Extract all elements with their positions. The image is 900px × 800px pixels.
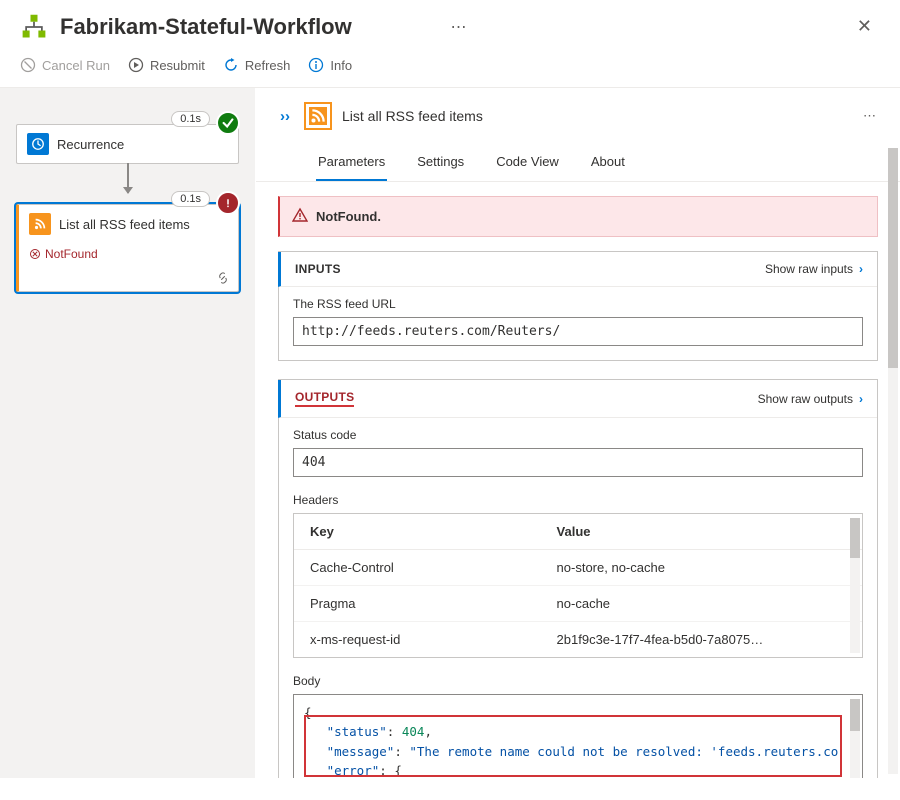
info-icon — [308, 57, 324, 73]
rss-url-label: The RSS feed URL — [293, 297, 863, 311]
duration-badge: 0.1s — [171, 111, 210, 127]
node-error-text: NotFound — [19, 243, 238, 269]
link-icon[interactable] — [216, 271, 230, 285]
col-key: Key — [310, 524, 557, 539]
node-label: List all RSS feed items — [59, 217, 190, 232]
page-header: Fabrikam-Stateful-Workflow ⋯ ✕ — [0, 0, 900, 49]
collapse-icon[interactable]: ›› — [280, 108, 290, 125]
outputs-section: OUTPUTS Show raw outputs › Status code 4… — [278, 379, 878, 778]
duration-badge: 0.1s — [171, 191, 210, 207]
headers-label: Headers — [293, 493, 863, 507]
inputs-section: INPUTS Show raw inputs › The RSS feed UR… — [278, 251, 878, 361]
status-error-icon — [216, 191, 240, 215]
outputs-heading: OUTPUTS — [295, 390, 354, 407]
refresh-button[interactable]: Refresh — [223, 57, 291, 73]
close-button[interactable]: ✕ — [849, 12, 880, 41]
status-success-icon — [216, 111, 240, 135]
headers-table: Key Value Cache-Control no-store, no-cac… — [293, 513, 863, 658]
resubmit-button[interactable]: Resubmit — [128, 57, 205, 73]
header-more-icon[interactable]: ⋯ — [450, 17, 466, 37]
rss-icon — [304, 102, 332, 130]
toolbar: Cancel Run Resubmit Refresh Info — [0, 49, 900, 88]
show-raw-inputs-button[interactable]: Show raw inputs › — [765, 262, 863, 276]
status-code-value[interactable]: 404 — [293, 448, 863, 477]
node-rss[interactable]: 0.1s List all RSS feed items NotFound — [16, 204, 239, 292]
refresh-icon — [223, 57, 239, 73]
tab-code-view[interactable]: Code View — [494, 146, 561, 181]
workflow-canvas[interactable]: 0.1s Recurrence 0.1s List all — [0, 88, 255, 778]
detail-title: List all RSS feed items — [342, 108, 853, 124]
page-title: Fabrikam-Stateful-Workflow — [60, 14, 442, 40]
main-area: 0.1s Recurrence 0.1s List all — [0, 88, 900, 778]
table-row: x-ms-request-id 2b1f9c3e-17f7-4fea-b5d0-… — [294, 622, 862, 657]
detail-more-icon[interactable]: ⋯ — [863, 108, 876, 124]
clock-icon — [27, 133, 49, 155]
inputs-heading: INPUTS — [295, 262, 341, 276]
tab-settings[interactable]: Settings — [415, 146, 466, 181]
tabs: Parameters Settings Code View About — [256, 140, 900, 182]
node-recurrence[interactable]: 0.1s Recurrence — [16, 124, 239, 164]
resubmit-icon — [128, 57, 144, 73]
chevron-right-icon: › — [859, 262, 863, 276]
body-json[interactable]: { "status": 404, "message": "The remote … — [293, 694, 863, 778]
rss-url-value[interactable]: http://feeds.reuters.com/Reuters/ — [293, 317, 863, 346]
warning-icon — [292, 207, 308, 226]
scrollbar[interactable] — [888, 148, 898, 774]
cancel-run-button[interactable]: Cancel Run — [20, 57, 110, 73]
detail-pane: ›› List all RSS feed items ⋯ Parameters … — [255, 88, 900, 778]
body-label: Body — [293, 674, 863, 688]
workflow-icon — [20, 13, 48, 41]
chevron-right-icon: › — [859, 392, 863, 406]
tab-parameters[interactable]: Parameters — [316, 146, 387, 181]
scrollbar[interactable] — [850, 518, 860, 653]
show-raw-outputs-button[interactable]: Show raw outputs › — [758, 392, 863, 406]
error-banner-text: NotFound. — [316, 209, 381, 224]
highlight-box — [304, 715, 842, 777]
tab-about[interactable]: About — [589, 146, 627, 181]
scrollbar[interactable] — [850, 699, 860, 778]
info-button[interactable]: Info — [308, 57, 352, 73]
table-row: Cache-Control no-store, no-cache — [294, 550, 862, 586]
status-code-label: Status code — [293, 428, 863, 442]
error-banner: NotFound. — [278, 196, 878, 237]
col-value: Value — [557, 524, 846, 539]
cancel-icon — [20, 57, 36, 73]
table-header-row: Key Value — [294, 514, 862, 550]
table-row: Pragma no-cache — [294, 586, 862, 622]
rss-icon — [29, 213, 51, 235]
node-label: Recurrence — [57, 137, 124, 152]
